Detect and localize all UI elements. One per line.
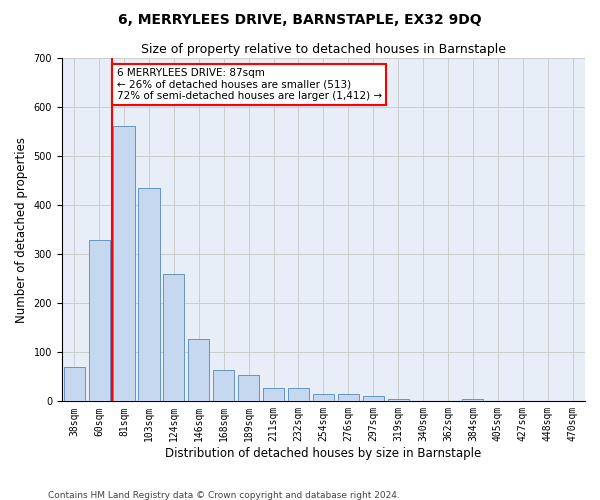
Text: 6, MERRYLEES DRIVE, BARNSTAPLE, EX32 9DQ: 6, MERRYLEES DRIVE, BARNSTAPLE, EX32 9DQ [118,12,482,26]
Bar [263,388,284,402]
Bar [163,274,184,402]
Bar [89,240,110,402]
Bar [362,396,384,402]
Bar [64,367,85,402]
Bar [213,370,235,402]
Bar [388,399,409,402]
Bar [188,339,209,402]
Bar [288,388,309,402]
Bar [238,376,259,402]
Bar [313,394,334,402]
Text: 6 MERRYLEES DRIVE: 87sqm
← 26% of detached houses are smaller (513)
72% of semi-: 6 MERRYLEES DRIVE: 87sqm ← 26% of detach… [116,68,382,101]
Bar [338,394,359,402]
Bar [139,188,160,402]
Bar [462,399,484,402]
Title: Size of property relative to detached houses in Barnstaple: Size of property relative to detached ho… [141,42,506,56]
Y-axis label: Number of detached properties: Number of detached properties [15,136,28,322]
Bar [113,126,134,402]
Text: Contains HM Land Registry data © Crown copyright and database right 2024.: Contains HM Land Registry data © Crown c… [48,490,400,500]
X-axis label: Distribution of detached houses by size in Barnstaple: Distribution of detached houses by size … [165,447,482,460]
